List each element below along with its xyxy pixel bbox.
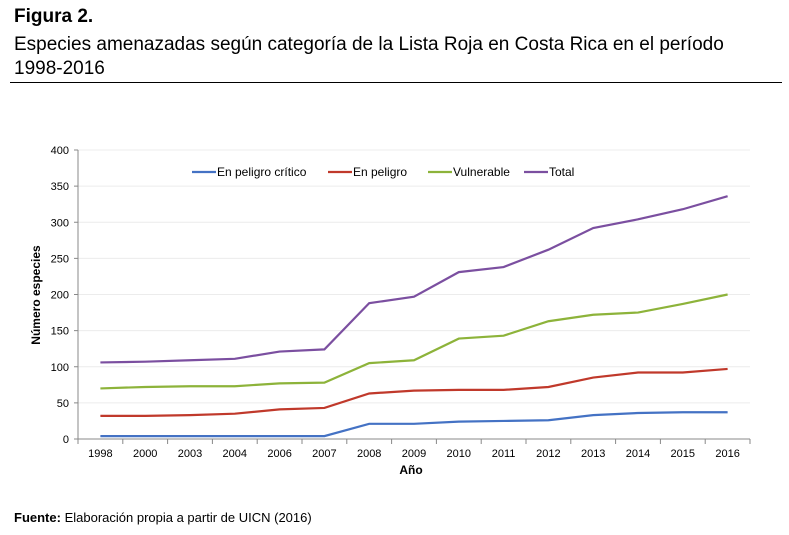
- series-line-vulnerable: [100, 293, 728, 390]
- legend-label: En peligro crítico: [217, 165, 307, 179]
- y-tick-label: 100: [51, 362, 69, 374]
- y-tick-label: 0: [63, 434, 69, 446]
- x-axis-label: Año: [399, 463, 422, 477]
- title-divider: [10, 82, 782, 83]
- x-tick-label: 2004: [223, 448, 247, 460]
- x-tick-label: 2013: [581, 448, 605, 460]
- series-line-total: [100, 195, 728, 364]
- legend-label: Total: [549, 165, 574, 179]
- source-text: Elaboración propia a partir de UICN (201…: [60, 510, 312, 525]
- legend-label: Vulnerable: [453, 165, 510, 179]
- x-tick-label: 2015: [671, 448, 695, 460]
- source-label: Fuente:: [14, 510, 61, 525]
- y-tick-label: 300: [51, 217, 69, 229]
- x-tick-label: 2006: [267, 448, 291, 460]
- y-tick-label: 400: [51, 145, 69, 157]
- x-tick-label: 2008: [357, 448, 381, 460]
- series-lines: [100, 195, 728, 438]
- x-tick-label: 2011: [492, 448, 516, 460]
- x-tick-label: 2014: [626, 448, 650, 460]
- legend-label: En peligro: [353, 165, 407, 179]
- y-tick-label: 250: [51, 253, 69, 265]
- x-tick-label: 2000: [133, 448, 157, 460]
- figure-label: Figura 2.: [14, 6, 94, 27]
- x-tick-label: 2010: [447, 448, 471, 460]
- axes: 0 50 100 150 200 250 300 350 400 1998 2000 2003 2004…: [51, 145, 751, 460]
- source-note: Fuente: Elaboración propia a partir de U…: [14, 510, 312, 525]
- x-tick-label: 2012: [536, 448, 560, 460]
- x-tick-label: 2009: [402, 448, 426, 460]
- legend: En peligro crítico En peligro Vulnerable To…: [192, 165, 574, 179]
- gridlines: [78, 149, 750, 404]
- y-tick-label: 200: [51, 290, 69, 302]
- y-tick-label: 350: [51, 181, 69, 193]
- y-tick-label: 50: [57, 398, 69, 410]
- x-tick-label: 2007: [312, 448, 336, 460]
- y-axis-label: Número especies: [29, 245, 43, 345]
- x-tick-label: 2016: [715, 448, 739, 460]
- x-tick-label: 1998: [88, 448, 112, 460]
- series-line-en-peligro: [100, 367, 728, 417]
- y-tick-label: 150: [51, 326, 69, 338]
- x-tick-label: 2003: [178, 448, 202, 460]
- figure-title: Especies amenazadas según categoría de l…: [14, 34, 724, 79]
